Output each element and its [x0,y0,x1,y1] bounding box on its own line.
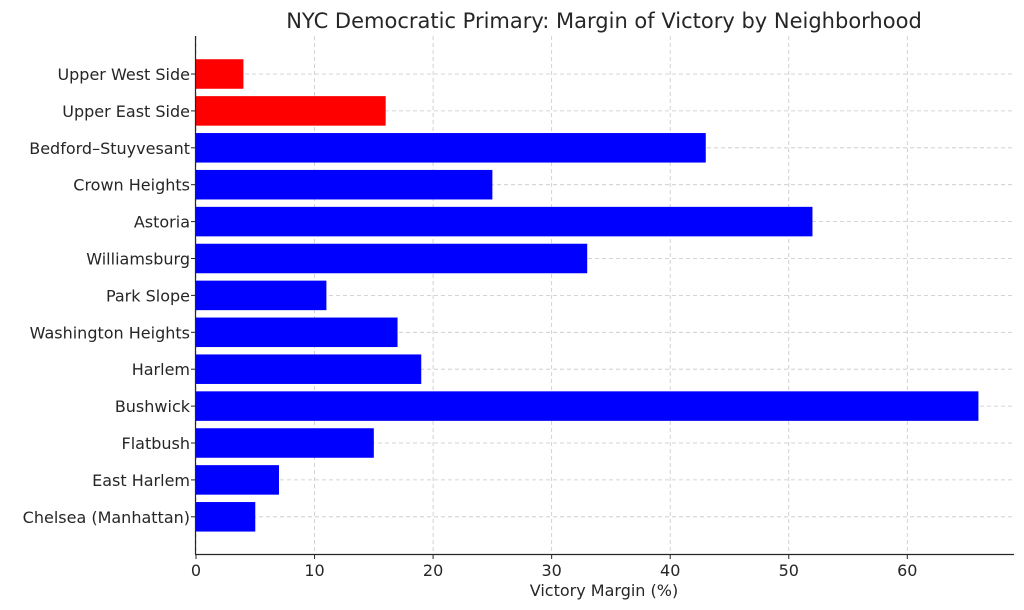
x-axis-label: Victory Margin (%) [530,581,678,600]
category-label: Harlem [132,360,190,379]
bar [196,391,979,421]
category-label: Williamsburg [86,250,190,269]
category-label: Bushwick [115,397,191,416]
category-label: East Harlem [92,471,190,490]
bar [196,465,279,495]
category-label: Bedford–Stuyvesant [29,139,190,158]
x-tick-label: 20 [423,561,443,580]
category-label: Washington Heights [30,323,190,342]
category-label: Crown Heights [73,176,190,195]
category-labels: Upper West Side Upper East Side Bedford–St… [23,65,196,527]
bar [196,354,422,384]
bar [196,96,386,126]
x-tick-label: 0 [191,561,201,580]
x-ticks: 0 10 20 30 40 50 60 [191,554,917,580]
bars [196,59,979,532]
bar [196,133,706,163]
category-label: Astoria [134,213,190,232]
x-tick-label: 10 [304,561,324,580]
bar [196,169,493,200]
category-label: Flatbush [122,434,191,453]
category-label: Upper East Side [62,102,190,121]
category-label: Chelsea (Manhattan) [23,508,190,527]
x-tick-label: 30 [541,561,561,580]
chart-title: NYC Democratic Primary: Margin of Victor… [286,9,922,33]
bar [196,243,588,274]
bar [196,428,374,458]
category-label: Park Slope [106,286,190,305]
x-tick-label: 40 [660,561,680,580]
x-tick-label: 60 [897,561,917,580]
category-label: Upper West Side [57,65,190,84]
bar [196,502,256,532]
bar [196,280,327,311]
bar [196,317,398,348]
bar [196,59,244,89]
x-tick-label: 50 [779,561,799,580]
bar [196,206,813,237]
